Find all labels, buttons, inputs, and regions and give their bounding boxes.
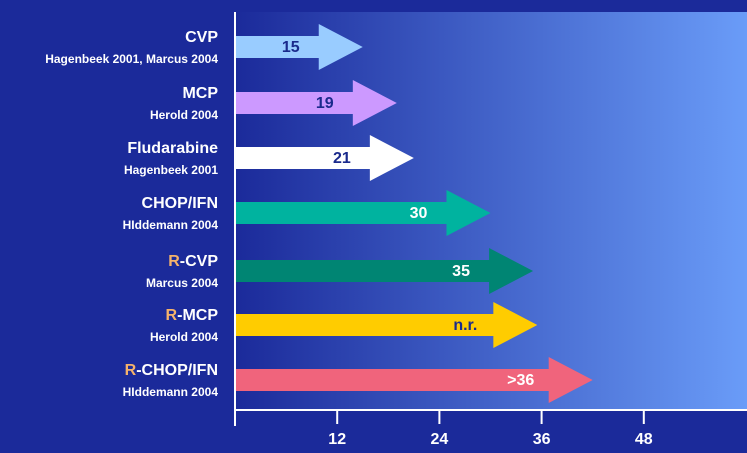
row-label: CHOP/IFN	[142, 195, 218, 212]
row-label-name: -MCP	[177, 307, 218, 324]
row-source: Marcus 2004	[146, 276, 218, 290]
value-label: n.r.	[453, 317, 477, 334]
row-source: HIddemann 2004	[123, 218, 219, 232]
x-tick-label: 12	[328, 431, 346, 448]
row-label: R-MCP	[166, 307, 219, 324]
row-label: R-CHOP/IFN	[125, 362, 218, 379]
row-label: CVP	[185, 29, 218, 46]
row-label-prefix: R	[168, 253, 180, 270]
row-source: HIddemann 2004	[123, 385, 219, 399]
row-label: MCP	[182, 85, 218, 102]
arrow	[235, 302, 538, 348]
x-tick-label: 36	[533, 431, 551, 448]
value-label: 35	[452, 263, 470, 280]
arrow	[235, 357, 593, 403]
row-label-name: CHOP/IFN	[142, 195, 218, 212]
value-label: 30	[410, 205, 428, 222]
x-tick-label: 24	[431, 431, 449, 448]
row-source: Hagenbeek 2001, Marcus 2004	[45, 52, 218, 66]
row-label-name: CVP	[185, 29, 218, 46]
row-label-prefix: R	[166, 307, 178, 324]
row-label-name: Fludarabine	[127, 140, 218, 157]
arrow	[235, 190, 491, 236]
arrow	[235, 248, 534, 294]
x-tick-label: 48	[635, 431, 653, 448]
value-label: >36	[507, 372, 534, 389]
arrow	[235, 80, 397, 126]
arrow	[235, 24, 363, 70]
row-source: Herold 2004	[150, 108, 218, 122]
row-label-prefix: R	[125, 362, 137, 379]
row-label: Fludarabine	[127, 140, 218, 157]
row-label: R-CVP	[168, 253, 218, 270]
arrow	[235, 135, 414, 181]
value-label: 19	[316, 95, 334, 112]
row-label-name: MCP	[182, 85, 218, 102]
value-label: 21	[333, 150, 351, 167]
value-label: 15	[282, 39, 300, 56]
row-source: Herold 2004	[150, 330, 218, 344]
row-label-name: -CHOP/IFN	[136, 362, 218, 379]
row-source: Hagenbeek 2001	[124, 163, 218, 177]
row-label-name: -CVP	[180, 253, 219, 270]
